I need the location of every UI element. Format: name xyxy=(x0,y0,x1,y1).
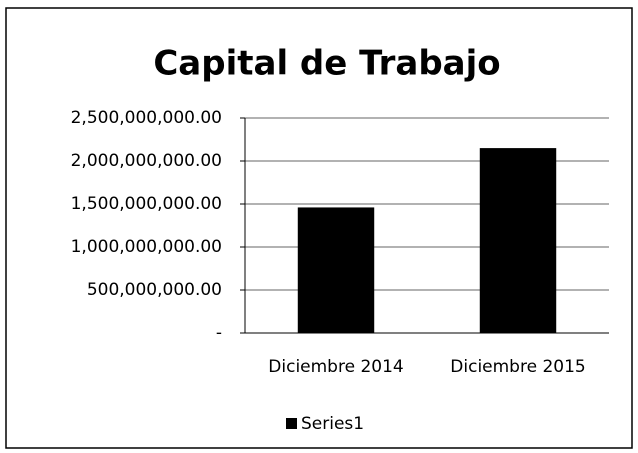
y-tick-label: 500,000,000.00 xyxy=(87,280,222,300)
y-tick-label: 2,000,000,000.00 xyxy=(71,151,222,171)
chart-title: Capital de Trabajo xyxy=(153,44,500,84)
x-tick-label: Diciembre 2015 xyxy=(450,357,585,377)
y-tick-label: 1,000,000,000.00 xyxy=(71,237,222,257)
x-tick-label: Diciembre 2014 xyxy=(268,357,403,377)
y-tick-label: 2,500,000,000.00 xyxy=(71,108,222,128)
legend-swatch xyxy=(286,418,297,429)
y-tick-label: 1,500,000,000.00 xyxy=(71,194,222,214)
legend-label: Series1 xyxy=(301,414,364,434)
bar xyxy=(297,207,375,333)
y-tick-label: - xyxy=(216,323,222,343)
bar xyxy=(479,148,557,333)
